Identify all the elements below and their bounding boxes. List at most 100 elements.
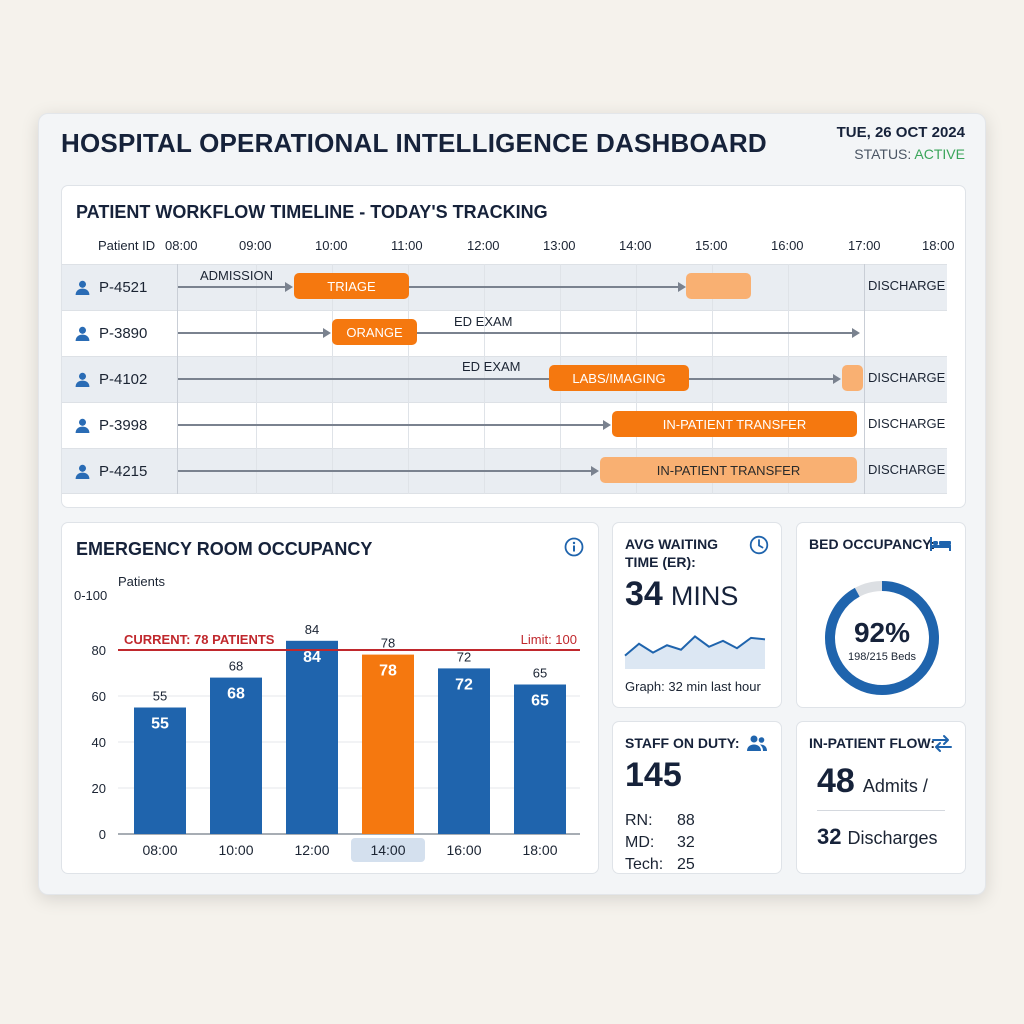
bar-inner-value-label: 55 <box>151 716 169 733</box>
x-tick-label[interactable]: 16:00 <box>446 842 481 858</box>
patient-id-cell: P-4215 <box>74 463 147 480</box>
y-tick-label: 40 <box>92 735 106 750</box>
y-tick-label: 80 <box>92 643 106 658</box>
hour-header: 18:00 <box>922 238 955 253</box>
divider <box>817 810 945 811</box>
table-row[interactable]: P-3998 <box>62 402 947 448</box>
current-patients-label: CURRENT: 78 PATIENTS <box>124 632 275 647</box>
bar-1600[interactable] <box>438 668 490 834</box>
bar-value-label: 65 <box>533 666 547 681</box>
hour-header: 10:00 <box>315 238 348 253</box>
workflow-title: PATIENT WORKFLOW TIMELINE - TODAY'S TRAC… <box>76 202 548 222</box>
patient-id: P-4102 <box>99 371 148 388</box>
patient-id-header: Patient ID <box>98 238 156 253</box>
hour-header: 15:00 <box>695 238 728 253</box>
bar-value-label: 68 <box>229 659 243 674</box>
grid-line <box>177 264 178 494</box>
patient-icon <box>75 326 90 341</box>
bar-0800[interactable] <box>134 707 186 835</box>
flow-arrow <box>178 420 611 430</box>
bar-1200[interactable] <box>286 640 338 834</box>
flow-arrow <box>689 374 841 384</box>
stage-bar-orange[interactable]: ORANGE <box>332 319 417 345</box>
x-tick-label[interactable]: 18:00 <box>522 842 557 858</box>
stage-bar-pending[interactable] <box>842 365 863 391</box>
staff-row-md: MD: 32 <box>625 832 695 854</box>
stage-label-discharge: DISCHARGE <box>868 462 946 477</box>
bar-inner-value-label: 72 <box>455 676 473 693</box>
y-tick-label: 20 <box>92 781 106 796</box>
discharges-value: 32 <box>817 824 842 849</box>
staff-count: 25 <box>677 856 695 873</box>
bar-1400[interactable] <box>362 654 414 834</box>
date-label: TUE, 26 OCT 2024 <box>836 124 965 141</box>
staff-icon <box>747 735 767 751</box>
y-tick-label: 0 <box>99 827 106 842</box>
stage-bar-transfer[interactable]: IN-PATIENT TRANSFER <box>600 457 857 483</box>
patient-id: P-3998 <box>99 417 148 434</box>
staff-role: RN: <box>625 812 653 829</box>
y-axis-range-label: 0-100 <box>74 588 107 603</box>
avg-wait-value: 34 <box>625 575 663 613</box>
hour-header: 12:00 <box>467 238 500 253</box>
stage-label-discharge: DISCHARGE <box>868 416 946 431</box>
patient-id-cell: P-4102 <box>74 371 147 388</box>
bar-value-label: 55 <box>153 689 167 704</box>
avg-wait-value-row: 34 MINS <box>625 575 738 614</box>
admits-value: 48 <box>817 762 855 800</box>
clock-icon <box>749 535 769 555</box>
avg-wait-title-line: TIME (ER): <box>625 554 696 570</box>
table-row[interactable]: P-3890 <box>62 310 947 356</box>
status-label: STATUS: <box>854 146 912 162</box>
bar-inner-value-label: 84 <box>303 649 321 666</box>
x-tick-label[interactable]: 12:00 <box>294 842 329 858</box>
hour-header: 11:00 <box>391 238 423 253</box>
y-axis-label: Patients <box>118 574 165 589</box>
hour-header: 08:00 <box>165 238 198 253</box>
x-tick-label[interactable]: 14:00 <box>370 842 405 858</box>
limit-label: Limit: 100 <box>521 632 577 647</box>
bed-occupancy-card[interactable]: BED OCCUPANCY: 92% 198/215 Beds <box>796 522 966 708</box>
patient-id: P-4521 <box>99 279 148 296</box>
staff-total: 145 <box>625 756 682 794</box>
workflow-panel: PATIENT WORKFLOW TIMELINE - TODAY'S TRAC… <box>61 185 966 508</box>
inpatient-flow-card[interactable]: IN-PATIENT FLOW: 48 Admits / 32 Discharg… <box>796 721 966 874</box>
bed-occupancy-arc <box>825 581 939 695</box>
er-bar-chart: Patients 0-100 0 20 40 60 80 55 55 08:00 68 68 10… <box>74 574 580 862</box>
wait-sparkline <box>624 635 766 669</box>
hour-header: 13:00 <box>543 238 576 253</box>
flow-arrow <box>409 282 686 292</box>
hour-header: 17:00 <box>848 238 881 253</box>
inpatient-flow-title: IN-PATIENT FLOW: <box>809 735 935 751</box>
bar-1800[interactable] <box>514 684 566 835</box>
stage-bar-labs-imaging[interactable]: LABS/IMAGING <box>549 365 689 391</box>
highlight-category-pill <box>351 838 425 862</box>
x-tick-label[interactable]: 08:00 <box>142 842 177 858</box>
stage-label-ed-exam: ED EXAM <box>454 314 513 329</box>
stage-bar-pending[interactable] <box>686 273 751 299</box>
patient-id-cell: P-3998 <box>74 417 147 434</box>
stage-bar-triage[interactable]: TRIAGE <box>294 273 409 299</box>
bed-occupancy-percent: 92% <box>853 617 911 648</box>
bar-value-label: 84 <box>305 622 319 637</box>
x-tick-label[interactable]: 10:00 <box>218 842 253 858</box>
patient-id-cell: P-3890 <box>74 325 147 342</box>
bar-value-label: 78 <box>381 636 395 651</box>
avg-wait-caption: Graph: 32 min last hour <box>625 679 761 694</box>
hour-header: 16:00 <box>771 238 804 253</box>
staff-card[interactable]: STAFF ON DUTY: 145 RN: 88 MD: 32 Tech: 25 <box>612 721 782 874</box>
flow-arrow <box>178 328 331 338</box>
stage-label-admission: ADMISSION <box>200 268 273 283</box>
patient-icon <box>75 464 90 479</box>
dashboard-window: HOSPITAL OPERATIONAL INTELLIGENCE DASHBO… <box>38 113 986 895</box>
stage-bar-transfer[interactable]: IN-PATIENT TRANSFER <box>612 411 857 437</box>
avg-wait-card[interactable]: AVG WAITING TIME (ER): 34 MINS Graph: 32… <box>612 522 782 708</box>
bar-1000[interactable] <box>210 677 262 834</box>
bed-occupancy-fraction: 198/215 Beds <box>848 651 916 663</box>
staff-role: MD: <box>625 834 655 851</box>
er-occupancy-panel: EMERGENCY ROOM OCCUPANCY Patients 0-100 … <box>61 522 599 874</box>
hour-header: 09:00 <box>239 238 272 253</box>
staff-count: 88 <box>677 812 695 829</box>
info-icon[interactable] <box>564 537 584 557</box>
sparkline-area <box>625 636 765 669</box>
